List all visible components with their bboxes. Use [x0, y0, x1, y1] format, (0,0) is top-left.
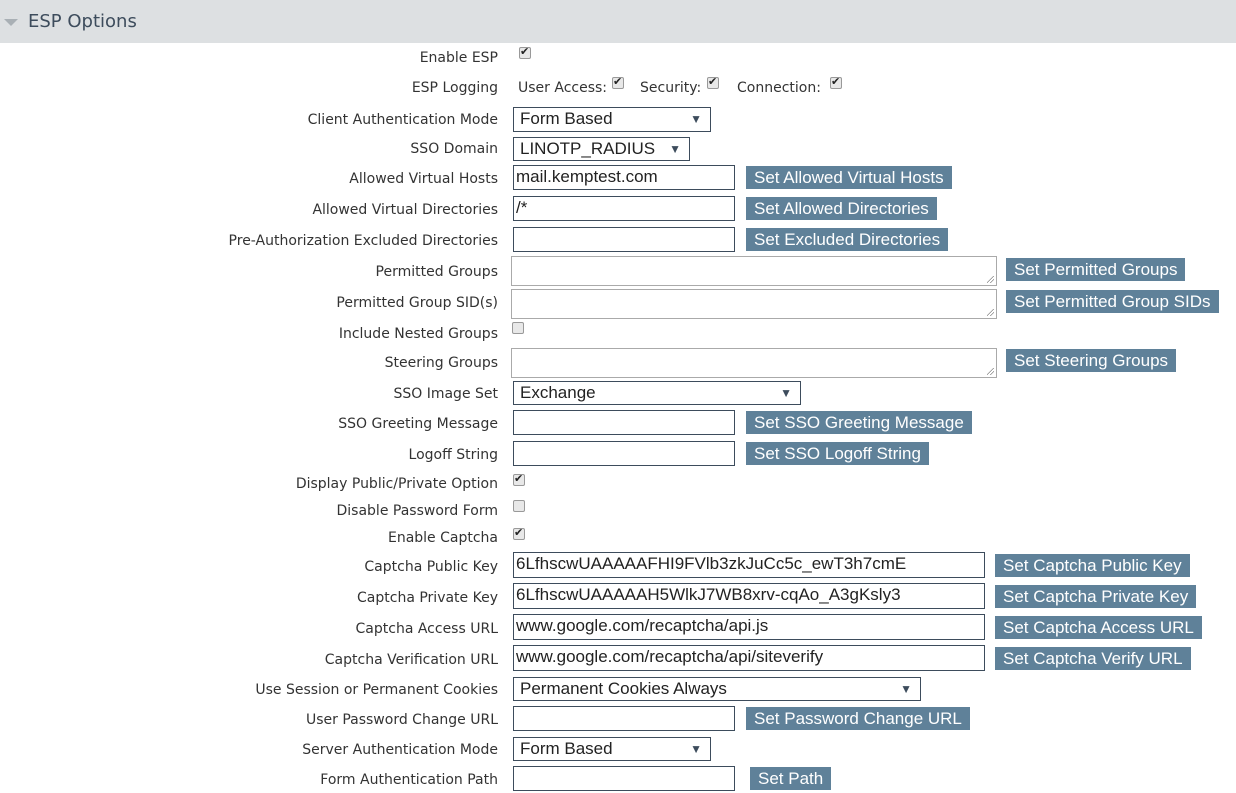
pre-authorization-excluded-directories-label: Pre-Authorization Excluded Directories: [228, 233, 498, 249]
sso-greeting-message-label: SSO Greeting Message: [338, 416, 498, 432]
user-password-change-url-label: User Password Change URL: [305, 712, 498, 728]
user-access-logging-checkbox[interactable]: [612, 75, 624, 89]
section-title: ESP Options: [28, 11, 137, 32]
dropdown-arrow-icon[interactable]: ▼: [669, 142, 681, 156]
enable-esp-label: Enable ESP: [419, 50, 498, 66]
section-header[interactable]: ESP Options: [0, 0, 1236, 43]
collapse-triangle-icon[interactable]: [4, 19, 18, 26]
logoff-string-label: Logoff String: [408, 447, 498, 463]
enable-captcha-label: Enable Captcha: [387, 530, 498, 546]
sso-image-set-select[interactable]: Exchange ▼: [513, 381, 801, 405]
set-permitted-groups-button[interactable]: Set Permitted Groups: [1006, 258, 1186, 281]
set-sso-greeting-message-button[interactable]: Set SSO Greeting Message: [746, 411, 972, 434]
set-captcha-verify-url-button[interactable]: Set Captcha Verify URL: [995, 647, 1191, 670]
captcha-public-key-input[interactable]: 6LfhscwUAAAAAFHI9FVlb3zkJuCc5c_ewT3h7cmE: [513, 552, 985, 578]
form-authentication-path-label: Form Authentication Path: [320, 772, 498, 788]
captcha-private-key-label: Captcha Private Key: [357, 590, 498, 606]
permitted-group-sid-s-textarea[interactable]: [511, 289, 997, 319]
allowed-virtual-hosts-value: mail.kemptest.com: [516, 167, 658, 186]
allowed-virtual-hosts-input[interactable]: mail.kemptest.com: [513, 165, 735, 190]
captcha-verification-url-value: www.google.com/recaptcha/api/siteverify: [516, 647, 824, 666]
disable-password-form-checkbox[interactable]: [513, 500, 525, 512]
captcha-private-key-value: 6LfhscwUAAAAAH5WlkJ7WB8xrv-cqAo_A3gKsly3: [516, 585, 901, 604]
captcha-access-url-label: Captcha Access URL: [355, 621, 498, 637]
sso-domain-select[interactable]: LINOTP_RADIUS ▼: [513, 137, 690, 161]
server-authentication-mode-label: Server Authentication Mode: [302, 742, 498, 758]
allowed-virtual-directories-value: /*: [516, 198, 528, 217]
sso-image-set-value: Exchange: [520, 383, 596, 402]
captcha-private-key-input[interactable]: 6LfhscwUAAAAAH5WlkJ7WB8xrv-cqAo_A3gKsly3: [513, 583, 985, 609]
permitted-groups-textarea[interactable]: [511, 256, 997, 286]
use-session-or-permanent-cookies-label: Use Session or Permanent Cookies: [255, 682, 498, 698]
set-excluded-directories-button[interactable]: Set Excluded Directories: [746, 228, 949, 251]
sso-image-set-label: SSO Image Set: [393, 386, 498, 402]
sso-greeting-message-input[interactable]: [513, 410, 735, 435]
allowed-virtual-hosts-label: Allowed Virtual Hosts: [349, 171, 498, 187]
set-allowed-directories-button[interactable]: Set Allowed Directories: [746, 197, 937, 220]
dropdown-arrow-icon[interactable]: ▼: [690, 742, 702, 756]
form-authentication-path-input[interactable]: [513, 766, 735, 791]
display-public-private-option-checkbox[interactable]: [513, 472, 525, 486]
captcha-verification-url-label: Captcha Verification URL: [324, 652, 498, 668]
logoff-string-input[interactable]: [513, 441, 735, 466]
captcha-public-key-label: Captcha Public Key: [364, 559, 498, 575]
permitted-groups-label: Permitted Groups: [375, 264, 498, 280]
set-path-button[interactable]: Set Path: [750, 767, 832, 790]
connection-logging-label: Connection:: [737, 80, 821, 96]
allowed-virtual-directories-input[interactable]: /*: [513, 196, 735, 221]
steering-groups-label: Steering Groups: [384, 355, 498, 371]
client-authentication-mode-value: Form Based: [520, 109, 613, 128]
dropdown-arrow-icon[interactable]: ▼: [900, 682, 912, 696]
steering-groups-textarea[interactable]: [511, 348, 997, 378]
security-logging-checkbox[interactable]: [707, 75, 719, 89]
sso-domain-value: LINOTP_RADIUS: [520, 139, 656, 158]
use-session-or-permanent-cookies-select[interactable]: Permanent Cookies Always ▼: [513, 677, 921, 701]
set-permitted-group-sids-button[interactable]: Set Permitted Group SIDs: [1006, 290, 1219, 313]
set-captcha-access-url-button[interactable]: Set Captcha Access URL: [995, 616, 1202, 639]
disable-password-form-label: Disable Password Form: [336, 503, 499, 519]
set-sso-logoff-string-button[interactable]: Set SSO Logoff String: [746, 442, 929, 465]
set-captcha-private-key-button[interactable]: Set Captcha Private Key: [995, 585, 1197, 608]
server-authentication-mode-select[interactable]: Form Based ▼: [513, 737, 711, 761]
user-access-logging-label: User Access:: [518, 80, 608, 96]
client-authentication-mode-select[interactable]: Form Based ▼: [513, 107, 711, 132]
include-nested-groups-label: Include Nested Groups: [338, 326, 498, 342]
set-password-change-url-button[interactable]: Set Password Change URL: [746, 707, 970, 730]
allowed-virtual-directories-label: Allowed Virtual Directories: [312, 202, 498, 218]
permitted-group-sid-s-label: Permitted Group SID(s): [336, 295, 498, 311]
dropdown-arrow-icon[interactable]: ▼: [690, 112, 702, 126]
dropdown-arrow-icon[interactable]: ▼: [780, 386, 792, 400]
sso-domain-label: SSO Domain: [410, 141, 498, 157]
captcha-access-url-input[interactable]: www.google.com/recaptcha/api.js: [513, 614, 985, 640]
captcha-public-key-value: 6LfhscwUAAAAAFHI9FVlb3zkJuCc5c_ewT3h7cmE: [516, 554, 907, 573]
server-authentication-mode-value: Form Based: [520, 739, 613, 758]
set-steering-groups-button[interactable]: Set Steering Groups: [1006, 349, 1177, 372]
connection-logging-checkbox[interactable]: [830, 75, 842, 89]
enable-esp-checkbox[interactable]: [519, 45, 531, 59]
display-public-private-option-label: Display Public/Private Option: [295, 476, 498, 492]
security-logging-label: Security:: [640, 80, 702, 96]
pre-authorization-excluded-directories-input[interactable]: [513, 227, 735, 252]
use-session-or-permanent-cookies-value: Permanent Cookies Always: [520, 679, 727, 698]
enable-captcha-checkbox[interactable]: [513, 526, 525, 540]
set-allowed-virtual-hosts-button[interactable]: Set Allowed Virtual Hosts: [746, 166, 952, 189]
captcha-verification-url-input[interactable]: www.google.com/recaptcha/api/siteverify: [513, 645, 985, 671]
captcha-access-url-value: www.google.com/recaptcha/api.js: [516, 616, 769, 635]
esp-logging-label: ESP Logging: [411, 80, 498, 96]
client-authentication-mode-label: Client Authentication Mode: [307, 112, 498, 128]
include-nested-groups-checkbox[interactable]: [512, 322, 524, 334]
user-password-change-url-input[interactable]: [513, 706, 735, 731]
set-captcha-public-key-button[interactable]: Set Captcha Public Key: [995, 554, 1190, 577]
